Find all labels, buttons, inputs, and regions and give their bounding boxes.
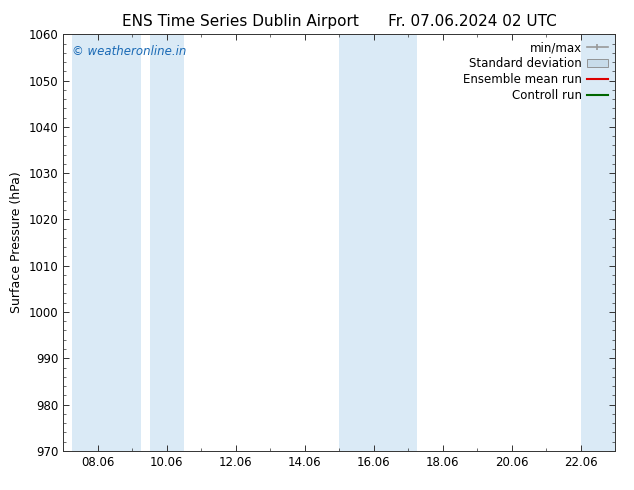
Text: © weatheronline.in: © weatheronline.in (72, 45, 186, 58)
Legend: min/max, Standard deviation, Ensemble mean run, Controll run: min/max, Standard deviation, Ensemble me… (458, 37, 612, 107)
Title: ENS Time Series Dublin Airport      Fr. 07.06.2024 02 UTC: ENS Time Series Dublin Airport Fr. 07.06… (122, 14, 557, 29)
Bar (150, 34, 184, 451)
Bar (72, 34, 141, 451)
Bar (391, 34, 417, 451)
Bar (581, 34, 615, 451)
Y-axis label: Surface Pressure (hPa): Surface Pressure (hPa) (10, 172, 23, 314)
Bar (339, 34, 391, 451)
